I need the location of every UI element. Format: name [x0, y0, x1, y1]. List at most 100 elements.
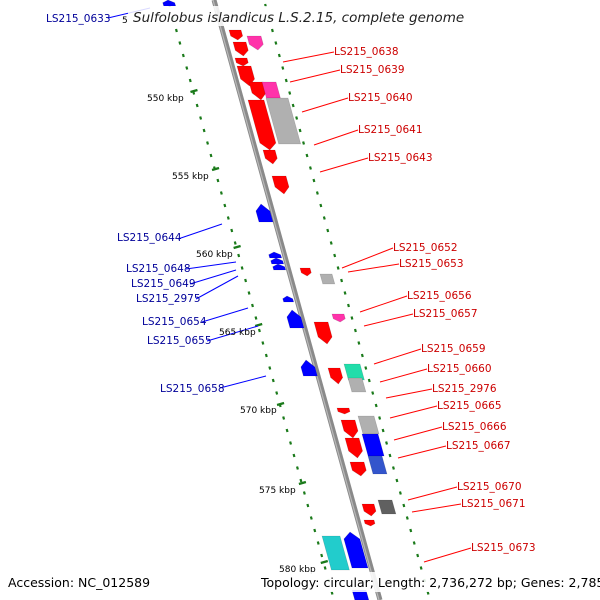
kbp-tick: [254, 322, 263, 328]
track-dot: [199, 116, 203, 120]
colored-gene: [331, 313, 346, 323]
gene-label-ls215-0658[interactable]: LS215_0658: [160, 383, 225, 395]
forward-gene: [247, 99, 277, 151]
forward-gene: [271, 175, 290, 195]
track-dot: [275, 391, 279, 395]
forward-gene: [313, 321, 333, 345]
track-dot: [284, 78, 288, 83]
track-dot: [230, 228, 234, 233]
gene-label-ls215-0653[interactable]: LS215_0653: [399, 258, 464, 270]
gene-label-ls215-0649[interactable]: LS215_0649: [131, 278, 196, 290]
track-dot: [277, 53, 281, 58]
track-dot: [240, 266, 244, 270]
gene-label-ls215-0657[interactable]: LS215_0657: [413, 308, 478, 320]
track-dot: [385, 441, 389, 445]
track-dot: [374, 403, 378, 408]
gene-label-ls215-0654[interactable]: LS215_0654: [142, 316, 207, 328]
track-dot: [281, 66, 285, 70]
callout-line-forward: [313, 129, 359, 146]
kbp-label-565: 565 kbp: [219, 328, 256, 338]
gene-label-ls215-0639[interactable]: LS215_0639: [340, 64, 405, 76]
callout-line-forward: [289, 69, 341, 83]
gene-label-ls215-0644[interactable]: LS215_0644: [117, 232, 182, 244]
gene-label-ls215-0673[interactable]: LS215_0673: [471, 542, 536, 554]
gene-label-ls215-0648[interactable]: LS215_0648: [126, 263, 191, 275]
footer-backdrop: [0, 572, 600, 592]
track-dot: [270, 28, 274, 33]
gene-label-ls215-0640[interactable]: LS215_0640: [348, 92, 413, 104]
track-dot: [309, 516, 313, 520]
forward-gene: [363, 519, 376, 527]
gene-label-ls215-0656[interactable]: LS215_0656: [407, 290, 472, 302]
track-dot: [329, 241, 333, 245]
colored-gene: [357, 415, 380, 435]
track-dot: [322, 216, 326, 220]
kbp-label-partial: 5: [122, 16, 128, 26]
forward-gene: [248, 81, 267, 101]
accession-text: Accession: NC_012589: [8, 575, 150, 590]
callout-line-forward: [319, 157, 369, 173]
forward-gene: [344, 437, 363, 459]
gene-label-ls215-0652[interactable]: LS215_0652: [393, 242, 458, 254]
kbp-tick: [276, 401, 285, 407]
track-dot: [402, 503, 406, 508]
track-dot: [291, 103, 295, 108]
track-dot: [244, 278, 248, 283]
callout-line-forward: [411, 503, 462, 513]
gene-label-ls215-0670[interactable]: LS215_0670: [457, 481, 522, 493]
kbp-tick: [233, 244, 241, 250]
track-dot: [412, 541, 416, 545]
gene-label-ls215-0671[interactable]: LS215_0671: [461, 498, 526, 510]
gene-label-ls215-0655[interactable]: LS215_0655: [147, 335, 212, 347]
track-dot: [323, 566, 327, 570]
track-dot: [357, 341, 361, 345]
gene-label-ls215-0667[interactable]: LS215_0667: [446, 440, 511, 452]
colored-gene: [361, 433, 385, 457]
forward-genes: [228, 29, 397, 600]
reverse-gene: [282, 295, 295, 303]
gene-label-ls215-0633[interactable]: LS215_0633: [46, 13, 111, 25]
gene-label-ls215-2976[interactable]: LS215_2976: [432, 383, 497, 395]
genome-summary-text: Topology: circular; Length: 2,736,272 bp…: [260, 575, 600, 590]
gene-label-ls215-0659[interactable]: LS215_0659: [421, 343, 486, 355]
track-dot: [268, 366, 272, 370]
reverse-gene: [286, 309, 305, 329]
track-dot: [209, 153, 213, 158]
track-dot: [206, 141, 210, 145]
track-dot: [216, 178, 220, 183]
track-dot: [247, 291, 251, 295]
reverse-gene: [162, 0, 177, 7]
callout-lines: [107, 7, 472, 563]
track-dot: [315, 191, 319, 195]
reverse-gene: [343, 531, 369, 569]
track-dot: [364, 366, 368, 370]
callout-line-reverse: [195, 275, 239, 300]
colored-gene: [265, 97, 302, 145]
track-dot: [326, 228, 330, 233]
track-dot: [264, 353, 268, 358]
callout-line-forward: [282, 51, 335, 63]
genome-backbone: [211, 0, 383, 600]
callout-line-reverse: [189, 269, 237, 285]
forward-gene: [336, 407, 351, 415]
backbone-line: [211, 0, 383, 600]
gene-label-ls215-0666[interactable]: LS215_0666: [442, 421, 507, 433]
kbp-tick: [190, 88, 198, 94]
track-dot: [398, 491, 402, 495]
backbone-highlight: [212, 0, 380, 600]
gene-label-ls215-0643[interactable]: LS215_0643: [368, 152, 433, 164]
reverse-gene: [268, 251, 283, 259]
colored-gene: [321, 535, 350, 571]
kbp-labels: 550 kbp 555 kbp 560 kbp 565 kbp 570 kbp …: [122, 16, 316, 575]
gene-label-ls215-0665[interactable]: LS215_0665: [437, 400, 502, 412]
gene-label-ls215-0638[interactable]: LS215_0638: [334, 46, 399, 58]
gene-label-ls215-0641[interactable]: LS215_0641: [358, 124, 423, 136]
callout-line-reverse: [177, 223, 223, 240]
track-dot: [261, 341, 265, 345]
track-dot: [299, 478, 303, 483]
gene-label-ls215-2975[interactable]: LS215_2975: [136, 293, 201, 305]
callout-line-forward: [385, 388, 433, 399]
track-dot: [282, 416, 286, 420]
gene-label-ls215-0660[interactable]: LS215_0660: [427, 363, 492, 375]
